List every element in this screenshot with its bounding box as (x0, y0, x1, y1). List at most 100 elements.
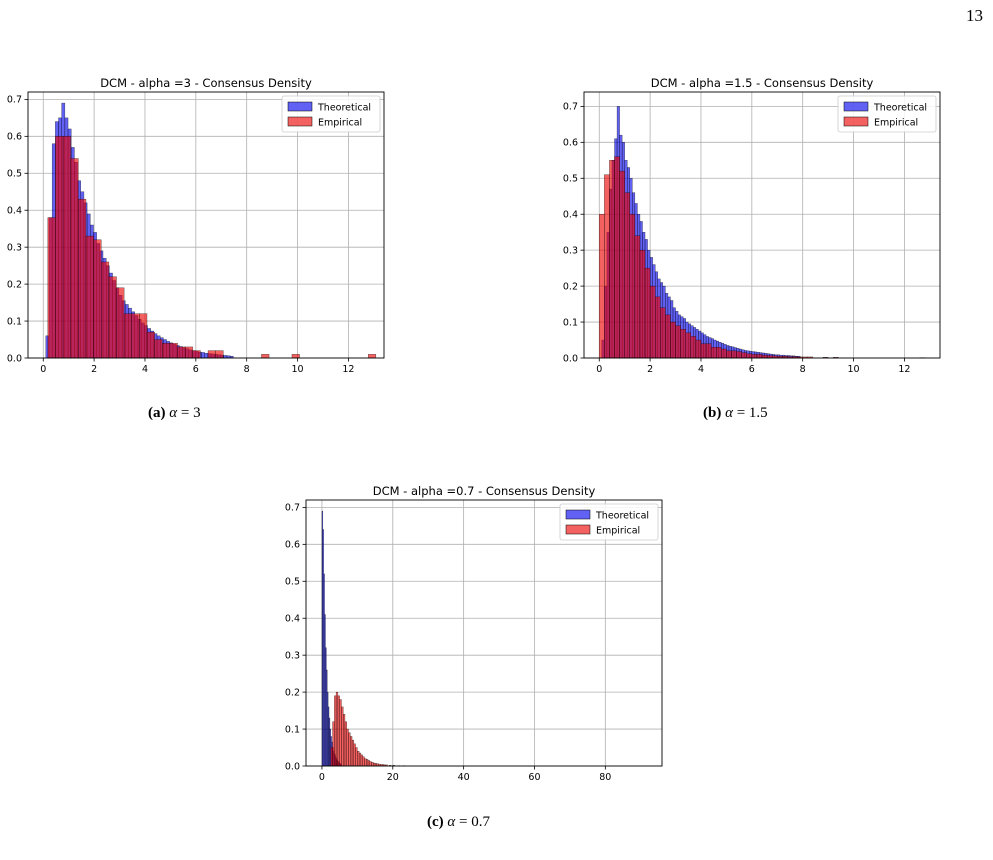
figure-b-plot: DCM - alpha =1.5 - Consensus Density 0 2 4 6… (563, 76, 941, 375)
x-tick-label: 12 (898, 364, 910, 375)
x-tick-label: 0 (40, 364, 46, 375)
bar-empirical (358, 752, 362, 767)
bar-empirical (108, 276, 117, 359)
x-tick-label: 6 (193, 364, 199, 375)
bar-empirical (334, 695, 337, 767)
bar-empirical (332, 721, 335, 767)
bar-empirical (139, 313, 148, 359)
caption-tag: (c) (427, 814, 444, 830)
figure-c-chart: DCM - alpha =0.7 - Consensus Density 0 20 4… (278, 482, 673, 783)
legend-swatch-theoretical (287, 101, 313, 112)
bar-empirical (162, 343, 171, 359)
y-tick-label: 0.1 (7, 316, 22, 327)
x-tick-label: 12 (342, 364, 354, 375)
bar-empirical (675, 325, 681, 359)
legend-label-empirical: Empirical (596, 526, 640, 537)
bar-empirical (746, 353, 753, 359)
bar-empirical (710, 347, 717, 359)
bar-empirical (639, 249, 646, 359)
legend-swatch-theoretical (565, 509, 591, 520)
y-tick-label: 0.7 (285, 503, 300, 514)
legend-label-empirical: Empirical (874, 118, 918, 129)
bar-empirical (371, 762, 374, 767)
bar-empirical (154, 339, 163, 359)
caption-symbol: α (169, 405, 178, 421)
tick-labels: 0 2 4 6 8 10 12 0.0 0.1 0.2 0.3 0.4 0.5 0.6 0.7 (563, 102, 911, 375)
bar-empirical (169, 343, 178, 359)
bar-empirical (215, 350, 224, 359)
y-tick-label: 0.1 (563, 317, 578, 328)
chart-title: DCM - alpha =0.7 - Consensus Density (373, 484, 596, 498)
bar-empirical (690, 336, 697, 359)
bar-empirical (362, 756, 365, 767)
y-tick-label: 0.4 (7, 206, 22, 217)
x-tick-label: 8 (800, 364, 806, 375)
bar-empirical (634, 235, 641, 359)
bar-empirical (741, 352, 747, 359)
bar-empirical (131, 313, 140, 359)
y-tick-label: 0.3 (563, 245, 578, 256)
bar-empirical (368, 354, 377, 359)
x-tick-label: 6 (749, 364, 755, 375)
plot-frame (305, 499, 663, 767)
caption-value: = 0.7 (455, 814, 490, 830)
tick-labels: 0 2 4 6 8 10 12 0.0 0.1 0.2 0.3 0.4 0.5 0.6 0.7 (7, 95, 355, 375)
bar-empirical (261, 354, 270, 359)
bar-empirical (360, 754, 363, 767)
caption-value: = 1.5 (732, 405, 768, 421)
bar-empirical (364, 758, 367, 767)
bar-empirical (685, 332, 691, 359)
bar-empirical (85, 235, 94, 359)
x-tick-label: 4 (698, 364, 704, 375)
bar-empirical (705, 343, 712, 359)
bar-empirical (369, 761, 372, 767)
y-tick-label: 0.2 (7, 279, 22, 290)
bar-empirical (339, 699, 342, 767)
bar-theoretical (204, 352, 209, 359)
tick-labels: 0 20 40 60 80 0.0 0.1 0.2 0.3 0.4 0.5 0.6 0.7 (285, 503, 611, 783)
bar-empirical (335, 691, 339, 767)
bar-empirical (614, 156, 620, 359)
bar-empirical (70, 158, 79, 359)
bar-empirical (123, 313, 132, 359)
bar-empirical (629, 214, 636, 359)
chart-title: DCM - alpha =1.5 - Consensus Density (651, 76, 874, 90)
bar-empirical (609, 160, 615, 359)
bar-empirical (624, 192, 630, 359)
bar-empirical (670, 321, 676, 359)
bar-empirical (700, 343, 707, 359)
bar-empirical (351, 739, 355, 767)
bar-empirical (291, 354, 300, 359)
bar-empirical (344, 721, 347, 767)
series-empirical (330, 691, 406, 767)
bar-empirical (207, 350, 216, 359)
y-tick-label: 0.0 (563, 353, 578, 364)
x-tick-label: 60 (528, 772, 540, 783)
bar-empirical (660, 307, 666, 359)
y-tick-label: 0.1 (285, 724, 300, 735)
bar-empirical (78, 198, 87, 359)
bar-empirical (346, 728, 349, 767)
bar-empirical (695, 339, 702, 359)
y-tick-label: 0.2 (285, 687, 300, 698)
bar-empirical (177, 346, 186, 359)
bar-empirical (192, 350, 201, 359)
bar-empirical (355, 747, 358, 767)
legend-label-empirical: Empirical (318, 118, 362, 129)
legend-swatch-theoretical (843, 101, 869, 112)
figure-a-caption: (a) α = 3 (148, 405, 201, 422)
y-tick-label: 0.0 (285, 761, 300, 772)
bar-empirical (55, 136, 64, 359)
bar-empirical (721, 348, 727, 359)
y-tick-label: 0.7 (563, 102, 578, 113)
bar-empirical (116, 287, 125, 359)
series-empirical (47, 136, 377, 359)
y-tick-label: 0.4 (563, 210, 578, 221)
bar-theoretical (201, 352, 205, 359)
bar-empirical (654, 296, 661, 359)
legend: Theoretical Empirical (837, 95, 937, 133)
y-tick-label: 0.6 (285, 540, 300, 551)
x-tick-label: 8 (244, 364, 250, 375)
bar-empirical (736, 351, 742, 359)
bar-empirical (357, 751, 360, 767)
